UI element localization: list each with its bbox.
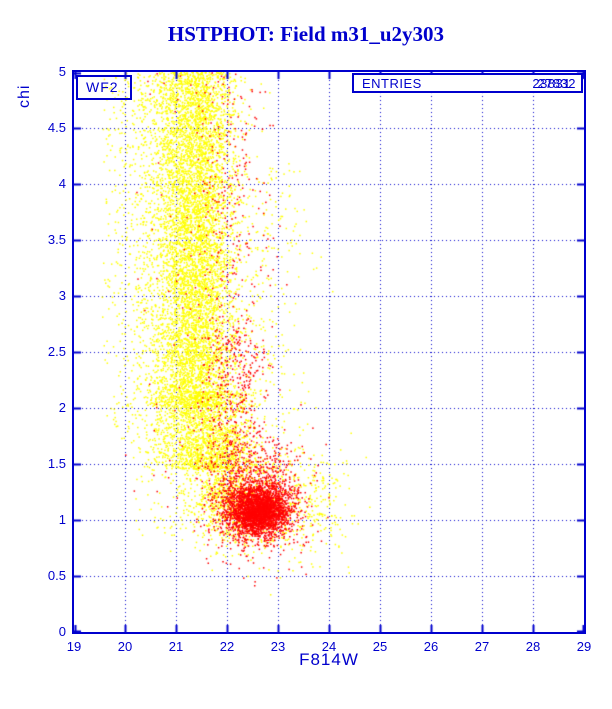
detector-label: WF2 — [86, 79, 119, 95]
y-tick-label: 3.5 — [47, 232, 66, 247]
x-tick-label: 28 — [525, 639, 541, 654]
y-tick-label: 5 — [58, 64, 66, 79]
x-tick-label: 24 — [321, 639, 337, 654]
y-axis-label: chi — [16, 84, 33, 108]
page-title: HSTPHOT: Field m31_u2y303 — [167, 22, 445, 46]
y-tick-label: 2 — [58, 400, 66, 415]
x-tick-label: 25 — [372, 639, 388, 654]
x-tick-label: 27 — [474, 639, 490, 654]
y-tick-label: 4.5 — [47, 120, 66, 135]
x-tick-label: 26 — [423, 639, 439, 654]
entries-label: ENTRIES — [362, 76, 422, 91]
plot-area — [72, 70, 586, 634]
x-tick-label: 22 — [219, 639, 235, 654]
x-tick-label: 20 — [117, 639, 133, 654]
detector-box: WF2 — [76, 75, 132, 100]
entries-box: ENTRIES 23831 27832 — [352, 73, 583, 93]
y-tick-label: 1 — [58, 512, 66, 527]
y-tick-label: 2.5 — [47, 344, 66, 359]
entries-value-overlap: 23831 — [532, 76, 571, 91]
x-tick-label: 19 — [66, 639, 82, 654]
scatter-canvas — [74, 72, 584, 632]
x-axis-label: F814W — [299, 650, 359, 669]
y-tick-label: 3 — [58, 288, 66, 303]
y-tick-label: 1.5 — [47, 456, 66, 471]
y-tick-label: 0 — [58, 624, 66, 639]
x-tick-label: 29 — [576, 639, 592, 654]
x-tick-label: 23 — [270, 639, 286, 654]
x-tick-label: 21 — [168, 639, 184, 654]
entries-value: 27832 — [537, 76, 576, 91]
y-tick-label: 4 — [58, 176, 66, 191]
y-tick-label: 0.5 — [47, 568, 66, 583]
